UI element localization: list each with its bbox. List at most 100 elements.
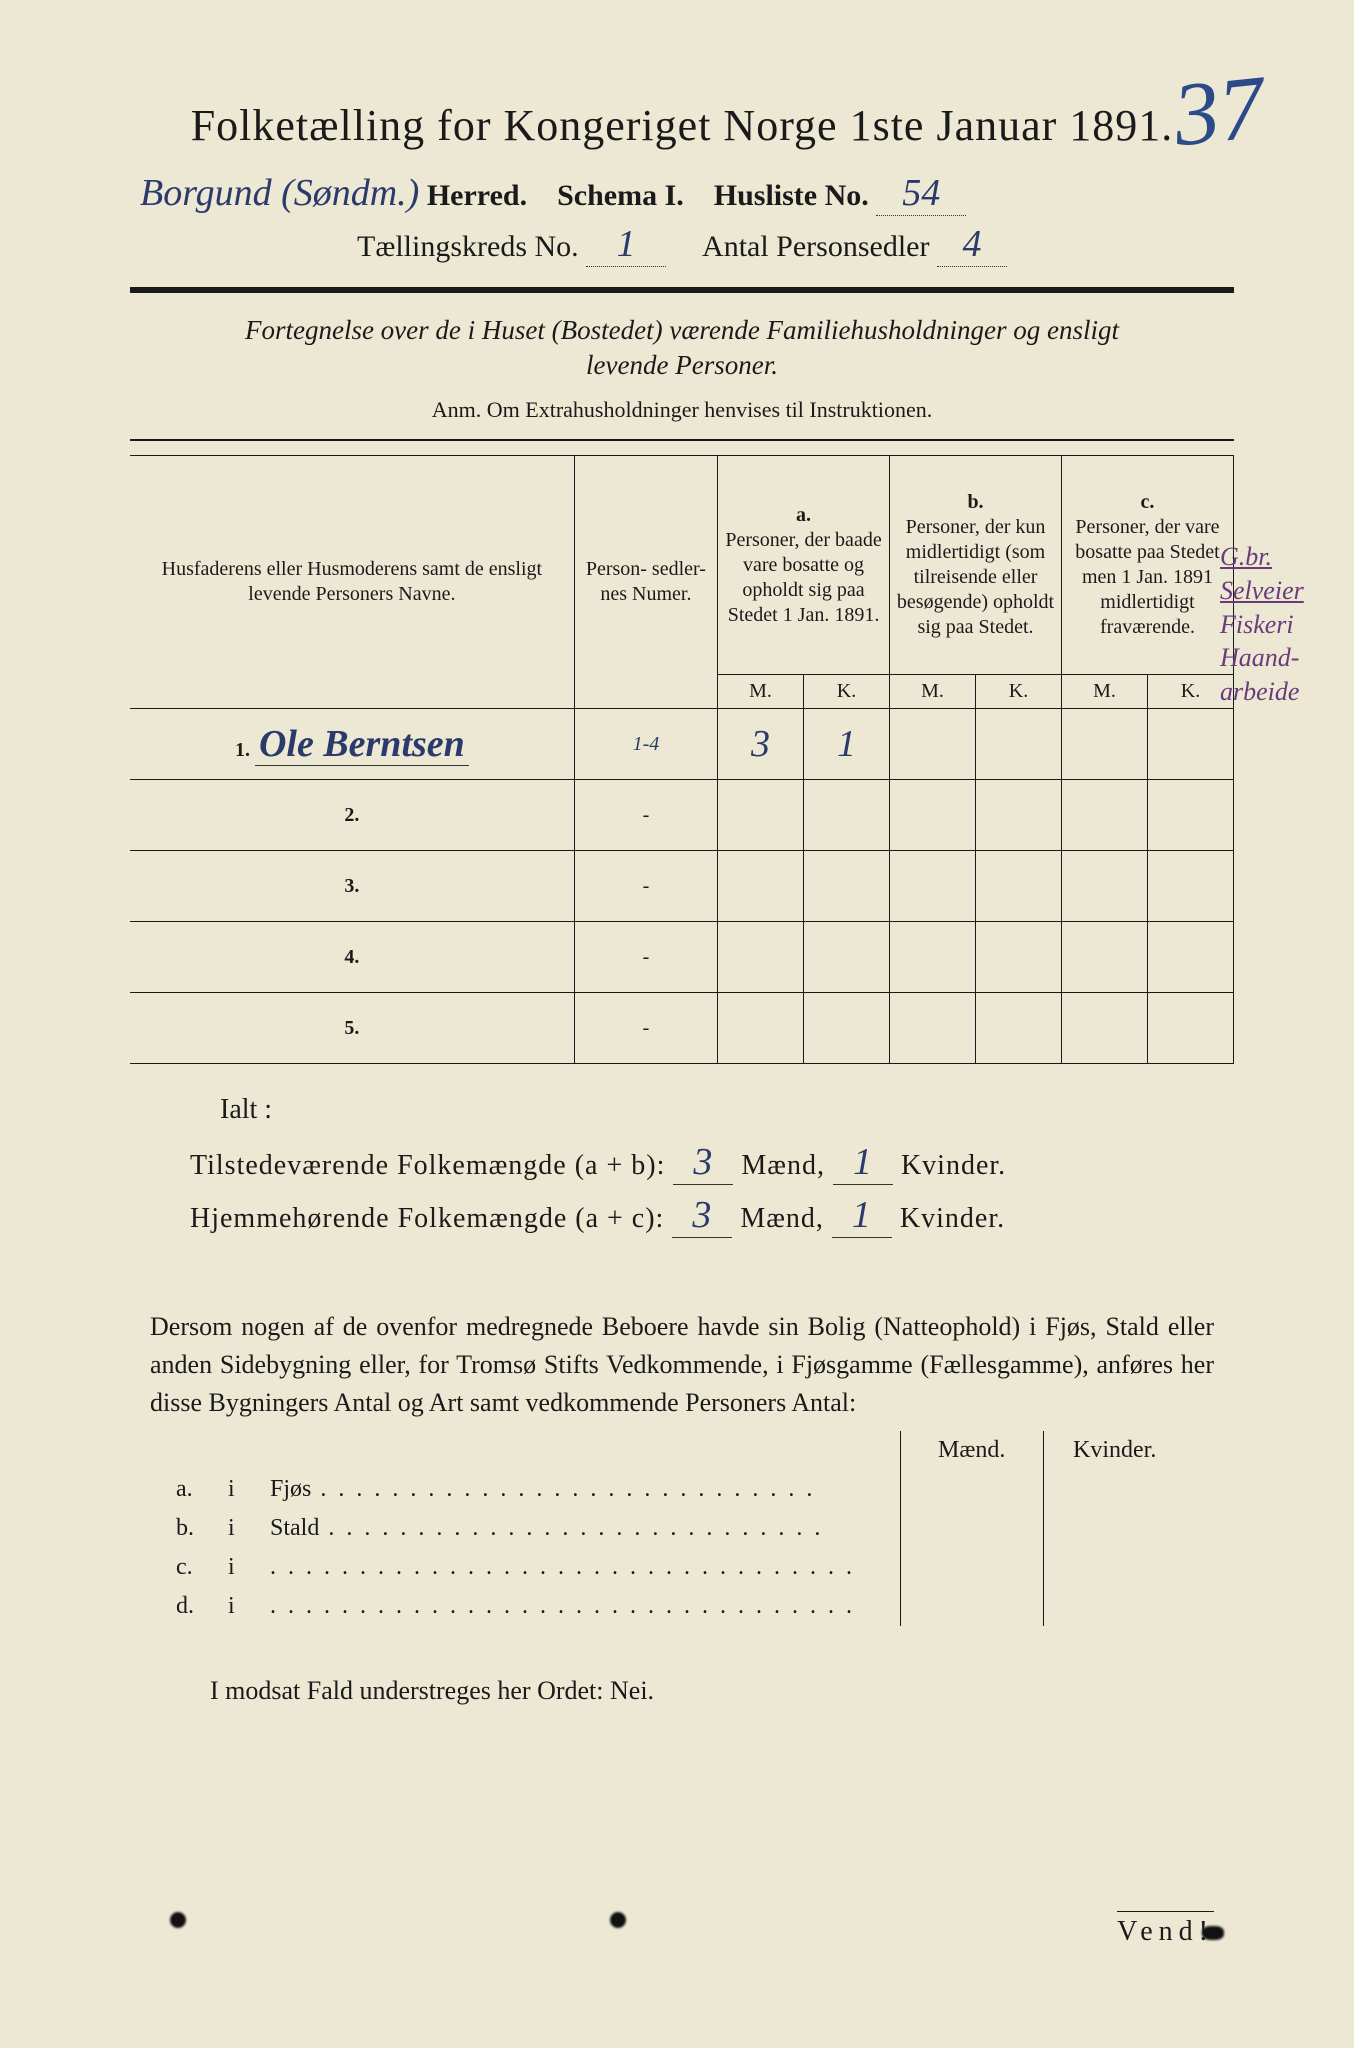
lower-a: a. [170,1470,222,1509]
subtitle-line2: levende Personer. [586,350,778,380]
margin-l3: Fiskeri [1220,608,1330,642]
hdr-b: b. Personer, der kun midlertidigt (som t… [890,456,1062,675]
kreds-label: Tællingskreds No. [357,230,579,263]
ialt-label: Ialt : [220,1094,1234,1126]
margin-l2: Selveier [1220,574,1330,608]
row-seq: - [574,851,717,922]
handwritten-page-number: 37 [1169,56,1269,168]
lower-a: c. [170,1548,222,1587]
row-number: 3. [130,851,574,922]
lower-label-text: Fjøs [270,1476,311,1502]
sum-t-k: 1 [833,1140,893,1185]
row-seq-val: 1-4 [633,733,660,755]
row-number: 5. [130,993,574,1064]
anm-note: Anm. Om Extrahusholdninger henvises til … [130,397,1234,423]
hdr-a-k: K. [804,675,890,709]
margin-l1: G.br. [1220,540,1330,574]
husliste-label: Husliste No. [714,179,869,212]
row-c-k [1147,780,1233,851]
kreds-line: Tællingskreds No. 1 Antal Personsedler 4 [130,222,1234,267]
lower-kvinder: Kvinder. [1043,1431,1186,1470]
row-b-m [890,709,976,780]
lower-row: c. i . . . . . . . . . . . . . . . . . .… [170,1548,1186,1587]
row-a-m [718,993,804,1064]
row-name: 1. Ole Berntsen [130,709,574,780]
row-a-k [804,780,890,851]
census-form-page: 37 Folketælling for Kongeriget Norge 1st… [0,0,1354,2048]
lower-label: Stald . . . . . . . . . . . . . . . . . … [264,1509,900,1548]
row-c-m [1061,851,1147,922]
herred-handwritten: Borgund (Søndm.) [140,172,419,214]
row-a-m [718,851,804,922]
divider-thin [130,439,1234,441]
cell-val: 1 [837,723,856,765]
row-hand-name: Ole Berntsen [255,723,469,766]
ink-blot [610,1912,626,1928]
row-a-k [804,922,890,993]
sum-h-m: 3 [672,1193,732,1238]
building-table: Mænd. Kvinder. a. i Fjøs . . . . . . . .… [170,1431,1186,1626]
row-a-m [718,780,804,851]
row-a-k [804,993,890,1064]
hdr-b-k: K. [976,675,1062,709]
dots: . . . . . . . . . . . . . . . . . . . . … [319,1515,823,1541]
row-c-k [1147,709,1233,780]
lower-i: i [222,1587,264,1626]
ink-blot [170,1912,186,1928]
kvinder-label: Kvinder. [901,1150,1006,1181]
row-b-k [976,851,1062,922]
row-b-m [890,780,976,851]
hdr-a-text: Personer, der baade vare bosatte og opho… [725,529,881,626]
lower-k [1043,1509,1186,1548]
lower-row: d. i . . . . . . . . . . . . . . . . . .… [170,1587,1186,1626]
lower-i: i [222,1509,264,1548]
row-b-k [976,780,1062,851]
sum-tilstede-label: Tilstedeværende Folkemængde (a + b): [190,1150,665,1181]
hdr-c-title: c. [1141,491,1155,513]
sum-h-k: 1 [832,1193,892,1238]
lower-k [1043,1470,1186,1509]
hdr-b-text: Personer, der kun midlertidigt (som tilr… [897,516,1054,638]
row-c-m [1061,780,1147,851]
hdr-c-m: M. [1061,675,1147,709]
row-b-k [976,709,1062,780]
margin-annotation: G.br. Selveier Fiskeri Haand- arbeide [1220,540,1330,709]
row-seq: 1-4 [574,709,717,780]
row-b-m [890,922,976,993]
hdr-c: c. Personer, der vare bosatte paa Stedet… [1061,456,1233,675]
row-a-m [718,922,804,993]
subtitle-line1: Fortegnelse over de i Huset (Bostedet) v… [245,315,1119,345]
row-number: 2. [130,780,574,851]
hdr-c-text: Personer, der vare bosatte paa Stedet me… [1075,516,1219,638]
row-seq: - [574,780,717,851]
row-b-k [976,922,1062,993]
lower-maend: Mænd. [900,1431,1043,1470]
antal-no: 4 [937,222,1007,267]
margin-l4: Haand- [1220,641,1330,675]
lower-m [900,1548,1043,1587]
row-c-m [1061,709,1147,780]
building-paragraph: Dersom nogen af de ovenfor medregnede Be… [150,1308,1214,1421]
lower-k [1043,1587,1186,1626]
antal-label: Antal Personsedler [702,230,929,263]
dots: . . . . . . . . . . . . . . . . . . . . … [270,1554,855,1580]
row-a-m: 3 [718,709,804,780]
subtitle: Fortegnelse over de i Huset (Bostedet) v… [190,313,1174,383]
lower-m [900,1587,1043,1626]
hdr-a-title: a. [796,504,811,526]
schema-label: Schema I. [557,179,684,212]
table-row: 5. - [130,993,1234,1064]
sum-hjemme-label: Hjemmehørende Folkemængde (a + c): [190,1203,664,1234]
maend-label: Mænd, [741,1150,825,1181]
row-c-k [1147,922,1233,993]
dots: . . . . . . . . . . . . . . . . . . . . … [270,1593,855,1619]
row-seq: - [574,922,717,993]
dots: . . . . . . . . . . . . . . . . . . . . … [311,1476,815,1502]
sum-hjemme: Hjemmehørende Folkemængde (a + c): 3 Mæn… [190,1193,1234,1238]
row-b-k [976,993,1062,1064]
row-c-m [1061,993,1147,1064]
kreds-no: 1 [586,222,666,267]
hdr-num: Person- sedler- nes Numer. [574,456,717,709]
lower-label: . . . . . . . . . . . . . . . . . . . . … [264,1587,900,1626]
table-row: 2. - [130,780,1234,851]
